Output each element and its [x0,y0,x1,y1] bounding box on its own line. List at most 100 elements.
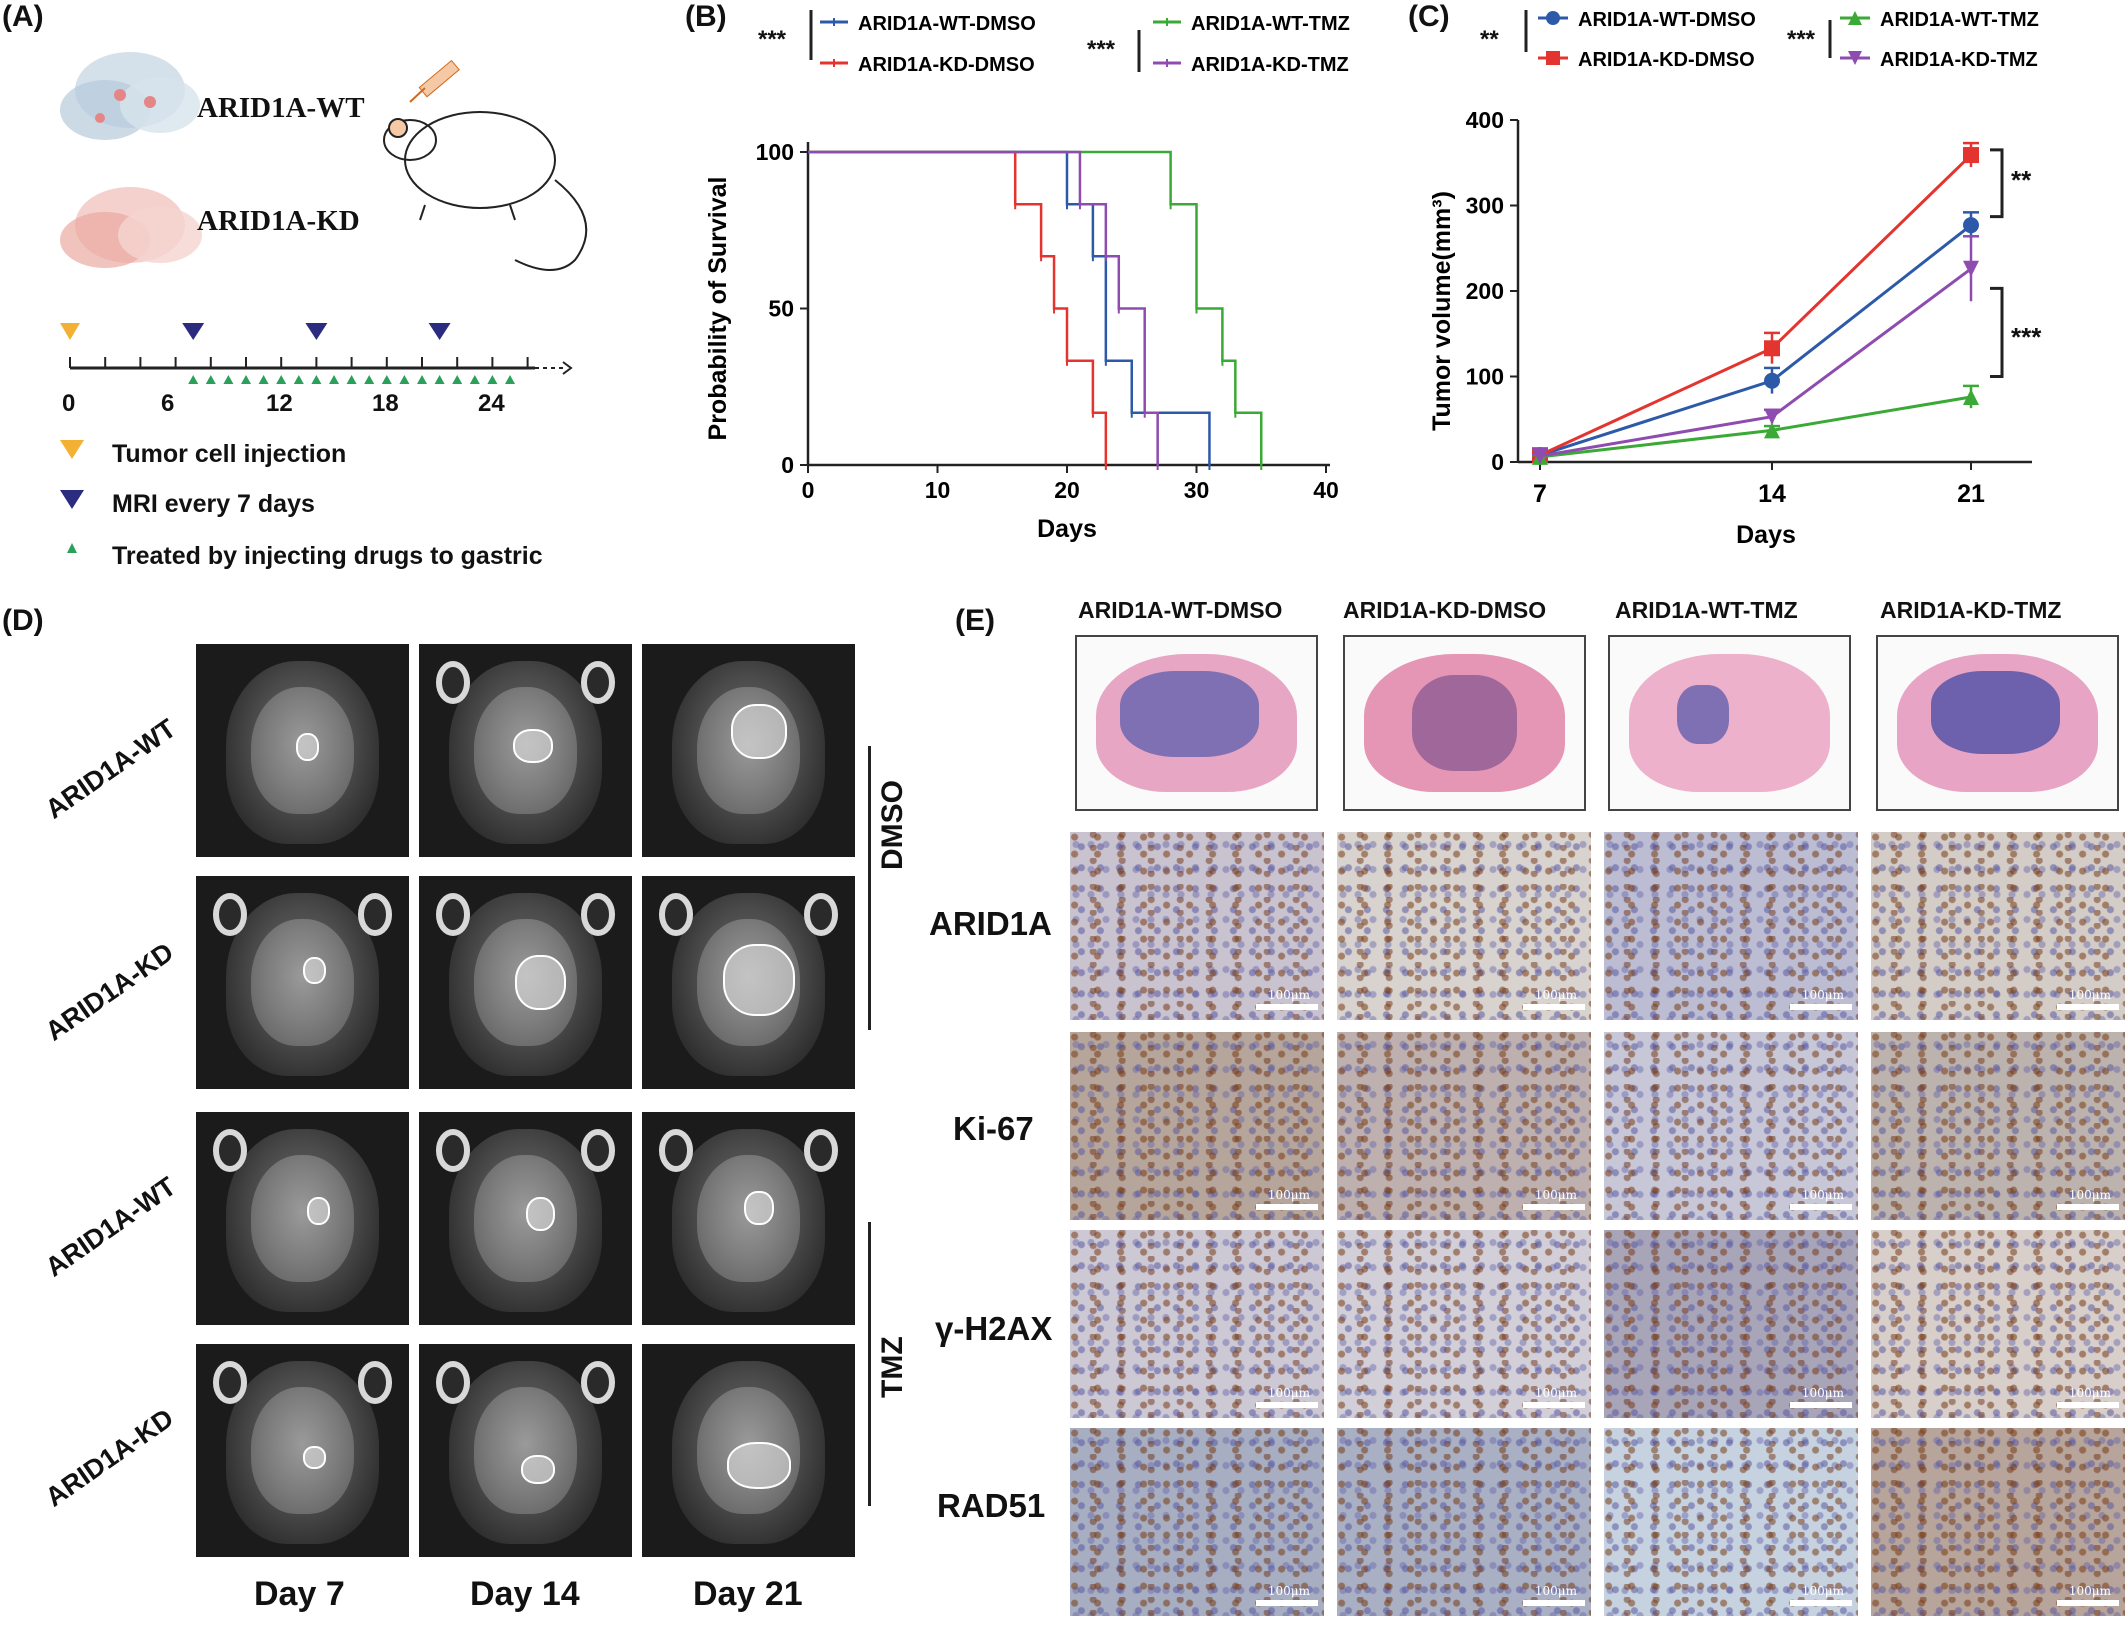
ihc-ki67-wt-dmso: 100μm [1070,1032,1324,1220]
treatment-triangle-icon [487,375,498,384]
c-y-tick-label: 400 [1466,107,1504,133]
c-x-axis-label: Days [1736,521,1796,549]
timeline-tick-label-0: 0 [62,390,76,417]
treatment-triangle-icon [223,375,234,384]
kd-cells-illustration [60,187,202,268]
b-series-line-2 [808,150,1263,465]
timeline-ticks [69,357,529,368]
tumor-injection-marker-icon [60,440,84,459]
ihc-scale-label: 100μm [1534,1584,1577,1598]
treatment-triangle-icon [399,375,410,384]
c-point-1 [1963,147,1979,164]
b-y-axis-label: Probability of Survival [704,177,732,441]
treatment-triangle-icon [452,375,463,384]
c-legend-label: ARID1A-WT-DMSO [1578,9,1756,31]
treatment-triangle-icon [188,375,199,384]
mri-wt-tmz-day7 [196,1112,409,1325]
cell-wt-label: ARID1A-WT [197,92,365,124]
treatment-triangle-icon [381,375,392,384]
c-series-line-3 [1539,267,1972,458]
c-point-2 [1963,389,1979,406]
mri-kd-dmso-day14 [419,876,632,1089]
timeline-tick-label-18: 18 [372,390,399,417]
b-series-line-0 [808,150,1211,465]
mri-wt-tmz-day21 [642,1112,855,1325]
c-y-tick-label: 0 [1491,449,1504,475]
mri-wt-dmso-day7 [196,644,409,857]
panel-a-label: (A) [2,0,44,33]
c-legend-label: ARID1A-WT-TMZ [1880,9,2039,31]
ihc-arid1a-kd-tmz: 100μm [1871,832,2125,1020]
d-group-tmz: TMZ [876,1336,909,1398]
c-point-3 [1963,260,1979,277]
treatment-triangle-icon [205,375,216,384]
c-point-3 [1764,408,1780,425]
he-wt-dmso [1075,635,1318,811]
survival-chart: 0 10 20 30 40 0 50 100 Days Probability of Surviv… [704,10,1350,543]
c-point-1 [1764,340,1780,357]
timeline [70,361,573,375]
ihc-scale-label: 100μm [1801,1386,1844,1400]
c-legend-marker [1546,11,1560,25]
d-row-label-3: ARID1A-WT [40,1171,182,1283]
d-row-label-4: ARID1A-KD [40,1402,179,1513]
b-y-tick-label: 100 [756,139,794,165]
he-kd-dmso [1343,635,1586,811]
timeline-markers [60,323,515,384]
ihc-rad51-wt-tmz: 100μm [1604,1428,1858,1616]
c-legend-marker [1848,11,1862,25]
ihc-rad51-wt-dmso: 100μm [1070,1428,1324,1616]
d-row-label-2: ARID1A-KD [40,936,179,1047]
mri-triangle-icon [428,323,451,340]
c-sig-bracket-1 [1990,286,2004,378]
b-legend-label: ARID1A-KD-DMSO [858,54,1035,76]
cell-kd-label: ARID1A-KD [197,205,360,237]
ihc-gh2ax-kd-dmso: 100μm [1337,1230,1591,1418]
c-x-tick-label: 7 [1533,480,1547,508]
ihc-gh2ax-kd-tmz: 100μm [1871,1230,2125,1418]
e-col-wt-dmso: ARID1A-WT-DMSO [1078,597,1283,623]
c-x-tick-label: 14 [1758,480,1786,508]
ihc-scale-label: 100μm [2068,1584,2111,1598]
c-legend-marker [1546,51,1560,65]
d-col-day7: Day 7 [254,1575,345,1613]
d-row-label-1: ARID1A-WT [40,713,182,825]
treatment-triangle-icon [434,375,445,384]
b-x-tick-label: 10 [925,477,951,503]
ihc-scale-label: 100μm [1267,988,1310,1002]
he-wt-tmz [1608,635,1851,811]
d-group-dmso: DMSO [876,780,909,870]
treatment-triangle-icon [241,375,251,384]
mouse-illustration [383,111,588,271]
ihc-scale-label: 100μm [1534,1188,1577,1202]
treatment-triangle-icon [293,375,304,384]
mri-kd-dmso-day21 [642,876,855,1089]
treatment-triangle-icon [276,375,287,384]
e-col-wt-tmz: ARID1A-WT-TMZ [1615,597,1798,623]
b-legend-label: ARID1A-WT-TMZ [1191,13,1350,35]
panel-c-label: (C) [1408,0,1450,33]
mri-triangle-icon [305,323,328,340]
treatment-triangle-icon [364,375,375,384]
e-row-gh2ax: γ-H2AX [935,1310,1053,1347]
e-row-ki67: Ki-67 [953,1110,1034,1147]
ihc-scale-label: 100μm [2068,1386,2111,1400]
b-y-tick-label: 0 [781,452,794,478]
c-y-tick-label: 200 [1466,278,1504,304]
c-legend-label: ARID1A-KD-DMSO [1578,49,1755,71]
mri-kd-tmz-day14 [419,1344,632,1557]
legend-treatment: Treated by injecting drugs to gastric [112,542,543,570]
ihc-ki67-kd-dmso: 100μm [1337,1032,1591,1220]
mri-wt-tmz-day14 [419,1112,632,1325]
ihc-scale-label: 100μm [1267,1386,1310,1400]
b-legend-label: ARID1A-WT-DMSO [858,13,1036,35]
timeline-tick-label-6: 6 [161,390,175,417]
mri-kd-tmz-day21 [642,1344,855,1557]
c-bracket-lower-sig: *** [2011,322,2042,352]
treatment-triangle-icon [258,375,269,384]
c-sig-left: ** [1480,26,1499,53]
e-row-rad51: RAD51 [937,1487,1046,1524]
wt-cells-illustration [60,52,200,140]
syringe-illustration [409,59,460,103]
legend-tumor-injection: Tumor cell injection [112,440,347,468]
